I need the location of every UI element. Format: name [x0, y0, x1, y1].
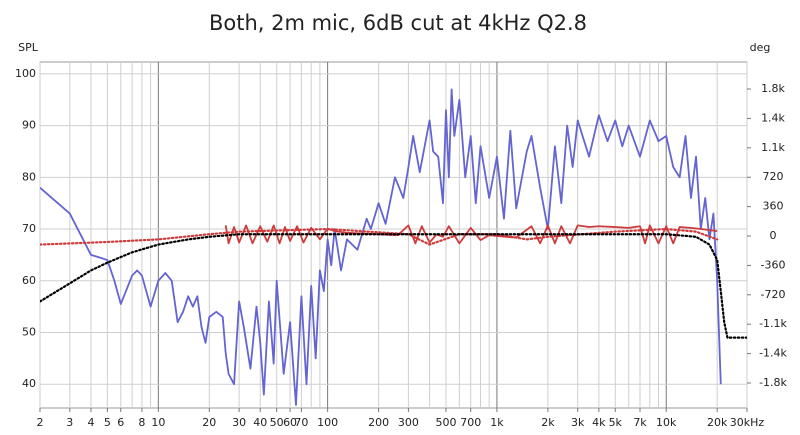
x-tick-label: 7k: [633, 416, 647, 429]
series-line: [224, 224, 718, 245]
y2-tick-label: 720: [763, 170, 784, 183]
y2-tick-label: 1.4k: [761, 111, 785, 124]
x-tick-label: 10: [151, 416, 165, 429]
x-tick-label: 2: [37, 416, 44, 429]
x-tick-label: 60: [283, 416, 297, 429]
x-tick-label: 200: [368, 416, 389, 429]
y-axis-label: SPL: [18, 41, 39, 54]
x-tick-label: 300: [398, 416, 419, 429]
y2-tick-label: -360: [761, 258, 786, 271]
y-tick-label: 40: [22, 377, 36, 390]
y2-tick-label: -1.8k: [759, 376, 787, 389]
x-tick-label: 20k: [707, 416, 728, 429]
x-tick-label: 500: [435, 416, 456, 429]
y2-tick-label: 0: [770, 229, 777, 242]
x-tick-label: 30: [232, 416, 246, 429]
y-tick-label: 50: [22, 325, 36, 338]
x-tick-label: 5: [104, 416, 111, 429]
y2-tick-label: -720: [761, 288, 786, 301]
y-tick-label: 100: [15, 67, 36, 80]
y-tick-label: 70: [22, 222, 36, 235]
x-tick-label: 10k: [656, 416, 677, 429]
x-tick-label: 70: [294, 416, 308, 429]
x-tick-label: 2k: [541, 416, 555, 429]
x-tick-label: 20: [202, 416, 216, 429]
chart-title: Both, 2m mic, 6dB cut at 4kHz Q2.8: [209, 11, 587, 35]
x-tick-label: 3: [66, 416, 73, 429]
y2-tick-label: -1.4k: [759, 347, 787, 360]
y2-tick-label: 1.1k: [761, 141, 785, 154]
x-tick-label: 3k: [571, 416, 585, 429]
x-tick-label: 4: [87, 416, 94, 429]
x-tick-label: 40: [253, 416, 267, 429]
x-tick-label: 8: [138, 416, 145, 429]
x-tick-label: 700: [460, 416, 481, 429]
series-group: [40, 88, 747, 406]
x-tick-label: 1k: [490, 416, 504, 429]
series-line: [40, 233, 747, 339]
series-line: [40, 227, 719, 246]
y2-tick-label: 360: [763, 200, 784, 213]
series-line: [40, 88, 722, 406]
x-tick-label: 5k: [609, 416, 623, 429]
y-tick-label: 80: [22, 170, 36, 183]
x-tick-label: 50: [270, 416, 284, 429]
x-tick-label: 30kHz: [730, 416, 765, 429]
y2-tick-label: 1.8k: [761, 82, 785, 95]
y-tick-label: 90: [22, 119, 36, 132]
x-tick-label: 4k: [592, 416, 606, 429]
y2-axis-label: deg: [750, 41, 771, 54]
x-tick-label: 100: [317, 416, 338, 429]
y2-tick-label: -1.1k: [759, 317, 787, 330]
x-tick-label: 6: [117, 416, 124, 429]
y-tick-label: 60: [22, 274, 36, 287]
